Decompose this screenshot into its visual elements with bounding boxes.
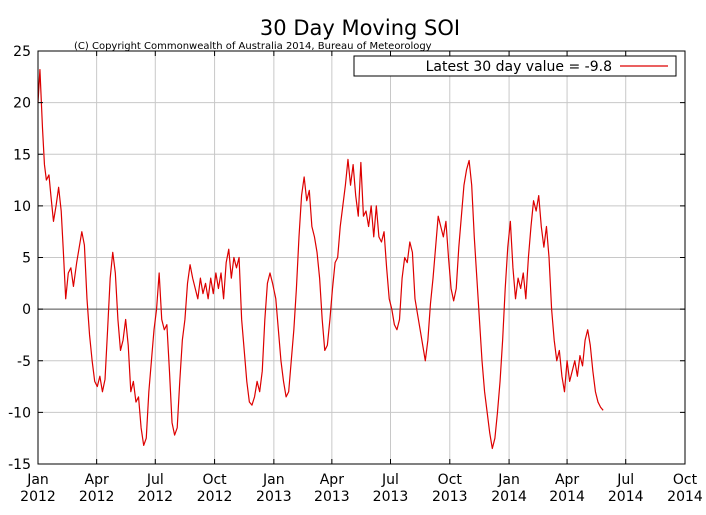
x-tick-year: 2012: [79, 489, 115, 505]
x-tick-year: 2012: [20, 489, 56, 505]
x-tick-month: Jul: [381, 472, 399, 488]
chart-title: 30 Day Moving SOI: [260, 16, 460, 40]
y-tick-label: 15: [13, 147, 31, 163]
chart-subtitle: (C) Copyright Commonwealth of Australia …: [74, 41, 432, 52]
legend: Latest 30 day value = -9.8: [353, 55, 677, 77]
y-tick-label: 25: [13, 44, 31, 60]
x-tick-year: 2014: [549, 489, 585, 505]
series-layer: [37, 68, 604, 450]
x-tick-month: Jul: [616, 472, 634, 488]
x-tick-year: 2012: [197, 489, 233, 505]
x-tick-month: Oct: [438, 472, 463, 488]
x-tick-year: 2013: [373, 489, 409, 505]
x-tick-month: Jan: [26, 472, 49, 488]
y-tick-label: 5: [22, 251, 31, 267]
y-tick-label: 10: [13, 199, 31, 215]
y-tick-label: 20: [13, 96, 31, 112]
x-tick-month: Jan: [497, 472, 520, 488]
y-tick-label: 0: [22, 302, 31, 318]
y-tick-layer: -15 -10 -5 0 5 10 15 20 25: [8, 44, 685, 473]
x-tick-month: Jan: [262, 472, 285, 488]
series-line: [37, 68, 604, 450]
x-tick-year: 2014: [608, 489, 644, 505]
x-tick-month: Jul: [146, 472, 164, 488]
x-tick-month: Apr: [320, 472, 344, 488]
x-tick-year: 2013: [256, 489, 292, 505]
y-tick-label: -15: [8, 457, 31, 473]
x-tick-year: 2012: [137, 489, 173, 505]
legend-box: [353, 55, 677, 77]
x-tick-year: 2013: [314, 489, 350, 505]
x-tick-year: 2013: [432, 489, 468, 505]
y-tick-label: -5: [17, 354, 31, 370]
x-tick-month: Apr: [85, 472, 109, 488]
x-tick-year: 2014: [667, 489, 703, 505]
x-tick-month: Apr: [555, 472, 579, 488]
x-tick-month: Oct: [673, 472, 698, 488]
x-tick-month: Oct: [202, 472, 227, 488]
x-tick-layer: Jan2012Apr2012Jul2012Oct2012Jan2013Apr20…: [20, 51, 703, 505]
x-tick-year: 2014: [491, 489, 527, 505]
legend-label: Latest 30 day value = -9.8: [426, 59, 612, 75]
grid-layer: [38, 51, 685, 464]
y-tick-label: -10: [8, 405, 31, 421]
